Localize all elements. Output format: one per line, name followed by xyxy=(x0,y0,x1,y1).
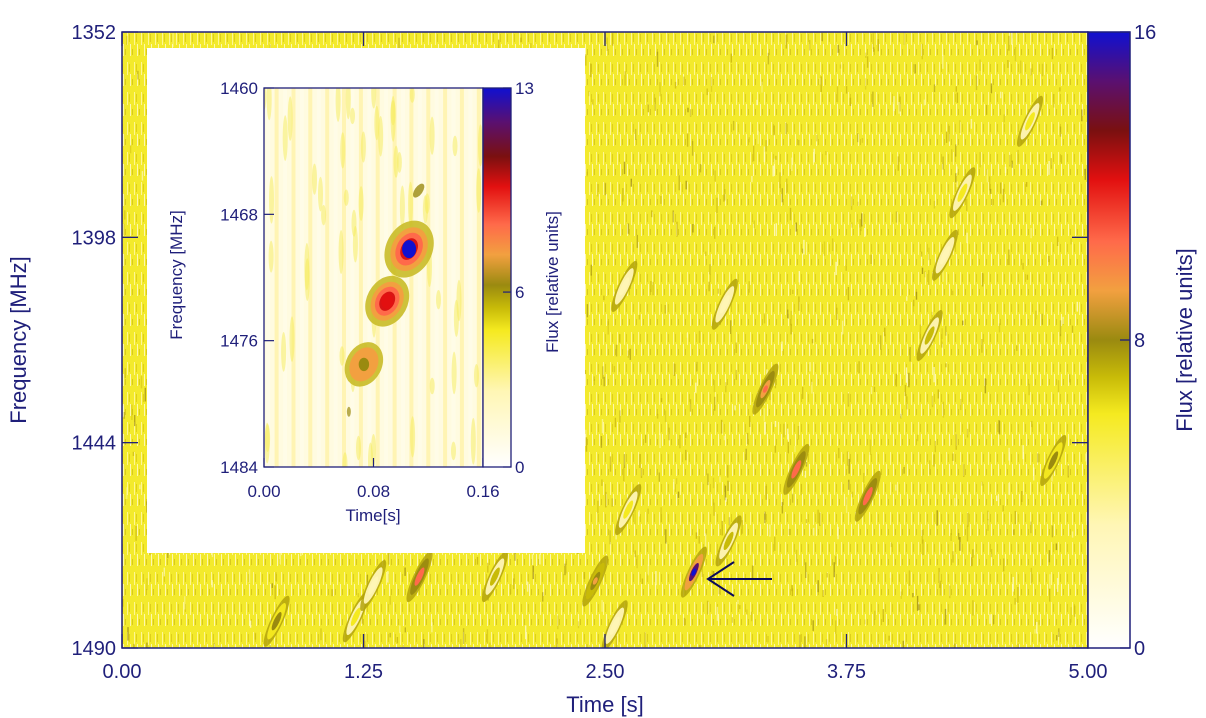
burst xyxy=(711,278,738,330)
inset-y-tick-label: 1476 xyxy=(220,332,258,351)
burst-component-core xyxy=(381,293,394,310)
burst-tail xyxy=(346,406,351,417)
burst xyxy=(680,546,707,598)
y-tick-label: 1490 xyxy=(72,638,117,660)
colorbar-tick-label: 8 xyxy=(1134,330,1145,352)
inset-y-label: Frequency [MHz] xyxy=(167,210,186,339)
main-ticks: 0.00 1.25 2.50 3.75 5.00 1352 1398 1444 1490 xyxy=(72,22,1108,683)
burst xyxy=(752,363,779,415)
colorbar-tick-label: 0 xyxy=(1134,638,1145,660)
burst xyxy=(263,595,290,647)
burst xyxy=(481,551,508,603)
burst xyxy=(601,600,628,648)
inset-colorbar xyxy=(482,87,512,468)
inset-x-tick-label: 0.00 xyxy=(247,482,280,501)
burst xyxy=(360,559,387,612)
inset-y-tick-label: 1468 xyxy=(220,205,258,224)
inset-colorbar-ticks: 0 6 13 xyxy=(503,79,534,477)
y-tick-label: 1352 xyxy=(72,22,117,44)
inset-colorbar-label: Flux [relative units] xyxy=(543,211,562,353)
burst xyxy=(1040,434,1067,487)
inset-plot-area xyxy=(264,88,483,467)
inset-colorbar-tick-label: 0 xyxy=(515,458,524,477)
burst xyxy=(931,229,959,281)
main-colorbar-label: Flux [relative units] xyxy=(1172,248,1197,431)
burst xyxy=(916,309,943,362)
main-bursts xyxy=(263,95,1067,648)
burst-tail xyxy=(413,183,425,198)
burst xyxy=(715,515,742,567)
burst xyxy=(1016,95,1044,147)
x-tick-label: 0.00 xyxy=(103,661,142,683)
burst xyxy=(611,260,638,312)
main-y-label: Frequency [MHz] xyxy=(6,256,31,424)
burst-component-core xyxy=(402,240,417,259)
burst xyxy=(406,551,433,603)
x-tick-label: 5.00 xyxy=(1069,661,1108,683)
inset-y-tick-label: 1484 xyxy=(220,458,258,477)
main-colorbar-ticks: 0 8 16 xyxy=(1120,22,1156,660)
burst xyxy=(783,443,810,495)
inset-y-tick-label: 1460 xyxy=(220,79,258,98)
inset-x-tick-label: 0.16 xyxy=(466,482,499,501)
x-tick-label: 2.50 xyxy=(586,661,625,683)
x-tick-label: 1.25 xyxy=(344,661,383,683)
inset-noise-layer xyxy=(264,88,483,467)
y-tick-label: 1398 xyxy=(72,227,117,249)
burst-arrow xyxy=(706,561,772,597)
y-tick-label: 1444 xyxy=(72,433,117,455)
burst xyxy=(854,470,881,522)
burst xyxy=(582,555,609,607)
burst xyxy=(615,484,642,536)
colorbar-tick-label: 16 xyxy=(1134,22,1156,44)
x-tick-label: 3.75 xyxy=(827,661,866,683)
inset-colorbar-tick-label: 13 xyxy=(515,79,534,98)
inset-chart: 0.00 0.08 0.16 1460 1468 1476 1484 Time[s] Fre… xyxy=(147,48,585,553)
inset-colorbar-tick-label: 6 xyxy=(515,283,524,302)
main-x-label: Time [s] xyxy=(566,692,643,717)
inset-ticks: 0.00 0.08 0.16 1460 1468 1476 1484 xyxy=(220,79,499,501)
burst-component-core xyxy=(358,357,370,372)
inset-x-label: Time[s] xyxy=(345,506,400,525)
inset-burst xyxy=(344,183,434,417)
inset-x-tick-label: 0.08 xyxy=(357,482,390,501)
burst xyxy=(949,167,976,219)
